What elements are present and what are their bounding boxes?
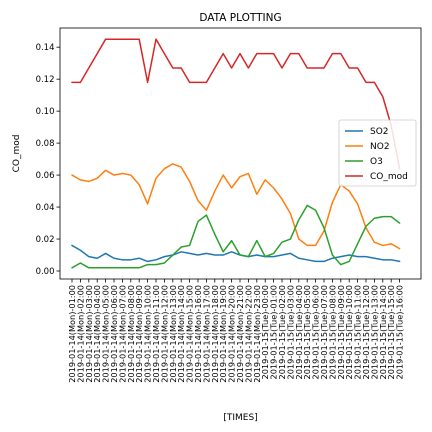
x-axis: 2019-01-14(Mon)-01:002019-01-14(Mon)-02:… xyxy=(67,279,405,383)
y-tick-label: 0.10 xyxy=(36,107,55,117)
x-tick-label: 2019-01-15(Tue)-03:00 xyxy=(285,285,295,380)
x-tick-label: 2019-01-14(Mon)-06:00 xyxy=(109,285,119,383)
x-tick-label: 2019-01-14(Mon)-10:00 xyxy=(143,285,153,383)
x-tick-label: 2019-01-14(Mon)-05:00 xyxy=(101,285,111,383)
y-tick-label: 0.12 xyxy=(36,75,55,85)
y-tick-label: 0.04 xyxy=(36,203,55,213)
y-tick-label: 0.02 xyxy=(36,235,55,245)
series-line-so2 xyxy=(71,244,401,263)
legend: SO2 NO2 O3 CO_mod xyxy=(338,119,417,187)
x-tick-label: 2019-01-15(Tue)-04:00 xyxy=(294,285,304,380)
y-tick-label: 0.00 xyxy=(36,267,55,277)
series-line-co-mod xyxy=(71,38,401,170)
x-tick-label: 2019-01-14(Mon)-12:00 xyxy=(159,285,169,383)
x-tick-label: 2019-01-15(Tue)-13:00 xyxy=(369,285,379,380)
legend-label: NO2 xyxy=(370,142,390,152)
x-tick-label: 2019-01-15(Tue)-06:00 xyxy=(311,285,321,380)
x-tick-label: 2019-01-14(Mon)-02:00 xyxy=(75,285,85,383)
series-line-no2 xyxy=(71,163,401,250)
x-tick-label: 2019-01-15(Tue)-01:00 xyxy=(269,285,279,380)
x-tick-label: 2019-01-15(Tue)-10:00 xyxy=(344,285,354,380)
y-axis-title: CO_mod xyxy=(12,135,22,173)
x-tick-label: 2019-01-14(Mon)-03:00 xyxy=(84,285,94,383)
chart-title: DATA PLOTTING xyxy=(199,12,281,24)
x-tick-label: 2019-01-15(Tue)-16:00 xyxy=(395,285,405,380)
x-tick-label: 2019-01-14(Mon)-08:00 xyxy=(126,285,136,383)
y-tick-label: 0.08 xyxy=(36,139,55,149)
x-axis-title: [TIMES] xyxy=(223,413,257,423)
x-tick-label: 2019-01-15(Tue)-15:00 xyxy=(386,285,396,380)
x-tick-label: 2019-01-14(Mon)-13:00 xyxy=(168,285,178,383)
x-tick-label: 2019-01-14(Mon)-09:00 xyxy=(134,285,144,383)
x-tick-label: 2019-01-15(Tue)-12:00 xyxy=(361,285,371,380)
x-tick-label: 2019-01-14(Mon)-16:00 xyxy=(193,285,203,383)
x-tick-label: 2019-01-14(Mon)-14:00 xyxy=(176,285,186,383)
y-axis: 0.00 0.02 0.04 0.06 0.08 0.10 0.12 0.14 xyxy=(36,43,60,277)
legend-box xyxy=(338,119,417,187)
x-tick-label: 2019-01-15(Tue)-07:00 xyxy=(319,285,329,380)
x-tick-label: 2019-01-14(Mon)-15:00 xyxy=(185,285,195,383)
x-tick-label: 2019-01-14(Mon)-07:00 xyxy=(117,285,127,383)
x-tick-label: 2019-01-14(Mon)-18:00 xyxy=(210,285,220,383)
x-tick-label: 2019-01-15(Tue)-14:00 xyxy=(378,285,388,380)
x-tick-label: 2019-01-15(Tue)-05:00 xyxy=(302,285,312,380)
series-line-o3 xyxy=(71,204,401,269)
y-tick-label: 0.14 xyxy=(36,43,55,53)
y-tick-label: 0.06 xyxy=(36,171,55,181)
x-tick-label: 2019-01-14(Mon)-11:00 xyxy=(151,285,161,383)
x-tick-label: 2019-01-14(Mon)-19:00 xyxy=(218,285,228,383)
legend-label: SO2 xyxy=(370,127,389,137)
legend-label: O3 xyxy=(370,157,383,167)
x-tick-label: 2019-01-14(Mon)-04:00 xyxy=(92,285,102,383)
x-tick-label: 2019-01-15(Tue)-09:00 xyxy=(336,285,346,380)
x-tick-label: 2019-01-15(Tue)-00:00 xyxy=(260,285,270,380)
plot-frame xyxy=(59,27,422,280)
plot-area xyxy=(59,27,422,280)
x-tick-label: 2019-01-15(Tue)-02:00 xyxy=(277,285,287,380)
x-tick-label: 2019-01-14(Mon)-01:00 xyxy=(67,285,77,383)
x-tick-label: 2019-01-15(Tue)-08:00 xyxy=(327,285,337,380)
x-tick-label: 2019-01-14(Mon)-21:00 xyxy=(235,285,245,383)
x-tick-label: 2019-01-14(Mon)-17:00 xyxy=(201,285,211,383)
x-tick-label: 2019-01-14(Mon)-23:00 xyxy=(252,285,262,383)
x-tick-label: 2019-01-15(Tue)-11:00 xyxy=(353,285,363,380)
x-tick-label: 2019-01-14(Mon)-22:00 xyxy=(243,285,253,383)
x-tick-label: 2019-01-14(Mon)-20:00 xyxy=(227,285,237,383)
legend-label: CO_mod xyxy=(370,172,408,182)
